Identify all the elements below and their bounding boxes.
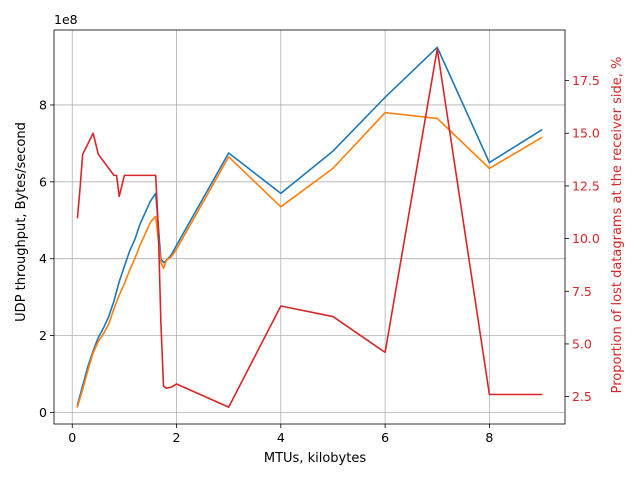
y-tick-label: 6	[39, 174, 47, 189]
y-axis-label: UDP throughput, Bytes/second	[14, 122, 29, 322]
y2-axis-ticks: 2.5 5.0 7.5 10.0 12.5 15.0 17.5	[565, 73, 600, 404]
y2-tick-label: 12.5	[572, 178, 600, 193]
y-tick-label: 8	[39, 97, 47, 112]
y2-tick-label: 5.0	[572, 336, 592, 351]
x-tick-label: 2	[173, 430, 181, 445]
y2-tick-label: 10.0	[572, 231, 600, 246]
plot-frame	[53, 29, 566, 425]
x-axis-label: MTUs, kilobytes	[264, 451, 366, 466]
grid	[54, 30, 565, 424]
x-tick-label: 6	[381, 430, 389, 445]
y-tick-label: 0	[39, 405, 47, 420]
x-axis-ticks: 0 2 4 6 8	[68, 424, 493, 445]
series-line-3	[76, 48, 543, 408]
x-tick-label: 4	[277, 430, 285, 445]
y2-tick-label: 2.5	[572, 389, 592, 404]
series-line-1	[76, 46, 543, 406]
series-line-2	[76, 111, 543, 408]
y-offset-label: 1e8	[54, 12, 78, 27]
x-tick-label: 8	[485, 430, 493, 445]
x-tick-label: 0	[68, 430, 76, 445]
y-tick-label: 4	[39, 251, 47, 266]
axes-frame	[53, 29, 566, 425]
y2-axis-label: Proportion of lost datagrams at the rece…	[610, 57, 625, 394]
y-tick-label: 2	[39, 328, 47, 343]
y-axis-ticks: 0 2 4 6 8	[39, 97, 54, 420]
y2-tick-label: 17.5	[572, 73, 600, 88]
series-lines	[76, 46, 543, 408]
y2-tick-label: 15.0	[572, 126, 600, 141]
y2-tick-label: 7.5	[572, 284, 592, 299]
